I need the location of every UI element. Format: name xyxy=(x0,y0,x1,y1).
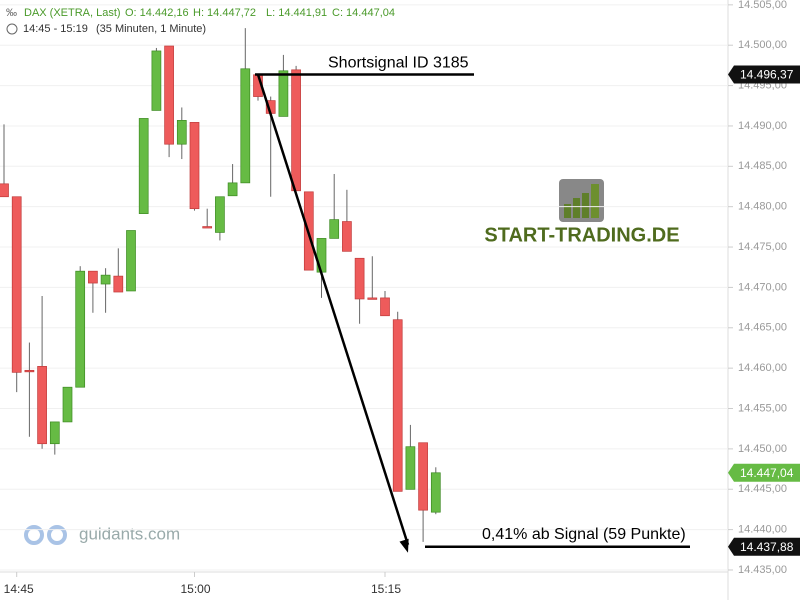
interval: (35 Minuten, 1 Minute) xyxy=(96,23,206,35)
y-tick-label: 14.480,00 xyxy=(738,201,787,213)
time-range: 14:45 - 15:19 xyxy=(23,23,88,35)
y-tick-label: 14.490,00 xyxy=(738,120,787,132)
candle-body xyxy=(0,183,9,198)
candle-body xyxy=(49,421,60,445)
candle-body xyxy=(380,297,390,317)
candle-body xyxy=(405,446,416,490)
y-tick-label: 14.445,00 xyxy=(738,483,787,495)
candle-body xyxy=(342,221,352,252)
candle-body xyxy=(164,45,174,145)
price-tag xyxy=(728,65,800,84)
candle-body xyxy=(126,230,136,292)
y-tick-label: 14.500,00 xyxy=(738,39,787,51)
candle-body xyxy=(62,386,73,423)
x-tick-label: 14:45 xyxy=(4,582,34,596)
candle-body xyxy=(202,226,213,229)
price-tag-label: 14.447,04 xyxy=(740,466,794,480)
header-stat: C: 14.447,04 xyxy=(332,7,395,19)
candle-body xyxy=(75,270,86,388)
target-text: 0,41% ab Signal (59 Punkte) xyxy=(482,526,686,543)
price-tag-label: 14.437,88 xyxy=(740,540,794,554)
header-stat: H: 14.447,72 xyxy=(193,7,256,19)
watermark-logo xyxy=(559,179,604,222)
price-tag xyxy=(728,537,800,556)
arrow-shaft xyxy=(256,74,410,546)
candle-body xyxy=(189,122,200,210)
y-tick-label: 14.485,00 xyxy=(738,160,787,172)
candle-body xyxy=(291,69,301,192)
candle-body xyxy=(418,442,428,511)
y-tick-label: 14.470,00 xyxy=(738,281,787,293)
brand-logo xyxy=(24,525,67,545)
candle-body xyxy=(354,257,365,300)
header-stat: L: 14.441,91 xyxy=(266,7,327,19)
brand: guidants.com xyxy=(79,524,180,543)
candle-body xyxy=(392,319,403,492)
y-tick-label: 14.475,00 xyxy=(738,241,787,253)
candle-body xyxy=(11,196,22,373)
candle-body xyxy=(278,70,289,117)
candle-body xyxy=(24,369,35,373)
candle-body xyxy=(138,118,149,214)
arrow-head xyxy=(399,538,409,553)
candle-body xyxy=(113,275,124,293)
candle-body xyxy=(176,120,187,145)
y-tick-label: 14.455,00 xyxy=(738,402,787,414)
chart-title: DAX (XETRA, Last) xyxy=(24,7,121,19)
price-tag xyxy=(728,463,800,482)
y-tick-label: 14.440,00 xyxy=(738,524,787,536)
y-tick-label: 14.435,00 xyxy=(738,564,787,576)
y-tick-label: 14.465,00 xyxy=(738,322,787,334)
clock-icon xyxy=(6,23,18,35)
y-tick-label: 14.460,00 xyxy=(738,362,787,374)
candle-body xyxy=(37,366,47,445)
x-tick-label: 15:00 xyxy=(180,582,210,596)
candle-body xyxy=(151,50,162,111)
candle-body xyxy=(430,472,441,513)
watermark: START-TRADING.DE xyxy=(484,224,679,246)
candle-body xyxy=(215,196,225,233)
y-tick-label: 14.505,00 xyxy=(738,0,787,11)
price-tag-label: 14.496,37 xyxy=(740,68,794,82)
candle-body xyxy=(88,270,98,284)
signal-text: Shortsignal ID 3185 xyxy=(328,55,469,72)
candle-body xyxy=(227,182,238,197)
header-stat: O: 14.442,16 xyxy=(125,7,189,19)
candle-body xyxy=(329,219,340,239)
candle-body xyxy=(100,274,111,285)
y-tick-label: 14.450,00 xyxy=(738,443,787,455)
x-tick-label: 15:15 xyxy=(371,582,401,596)
header-icon: ‰ xyxy=(6,7,17,19)
candle-body xyxy=(367,297,378,300)
candle-body xyxy=(240,68,251,184)
